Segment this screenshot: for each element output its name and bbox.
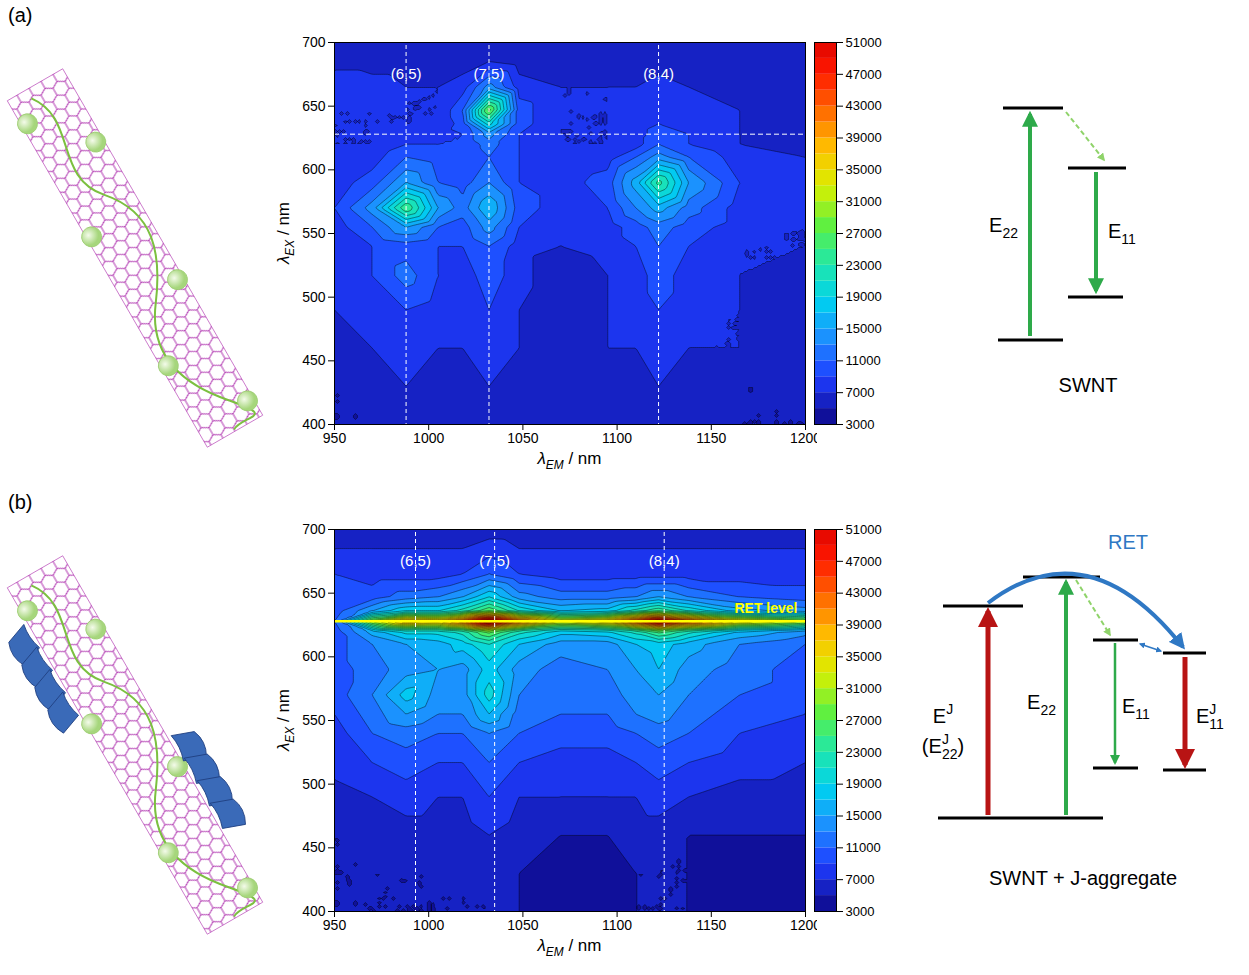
svg-text:(7,5): (7,5) xyxy=(474,65,505,82)
svg-text:15000: 15000 xyxy=(846,808,882,823)
svg-text:950: 950 xyxy=(323,430,347,446)
svg-text:500: 500 xyxy=(302,289,326,305)
svg-text:E22: E22 xyxy=(989,214,1018,241)
svg-text:E11: E11 xyxy=(1122,695,1150,722)
svg-text:11000: 11000 xyxy=(846,840,881,855)
svg-text:EJ11: EJ11 xyxy=(1196,701,1224,732)
svg-text:19000: 19000 xyxy=(846,776,882,791)
svg-text:43000: 43000 xyxy=(846,585,882,600)
svg-text:RET: RET xyxy=(1108,531,1148,553)
svg-text:47000: 47000 xyxy=(846,66,882,81)
svg-text:39000: 39000 xyxy=(846,130,882,145)
svg-text:950: 950 xyxy=(323,917,347,933)
svg-text:43000: 43000 xyxy=(846,98,882,113)
svg-text:(8,4): (8,4) xyxy=(643,65,674,82)
svg-text:650: 650 xyxy=(302,585,326,601)
svg-text:35000: 35000 xyxy=(846,649,882,664)
svg-text:1050: 1050 xyxy=(507,917,538,933)
svg-text:31000: 31000 xyxy=(846,681,882,696)
svg-text:450: 450 xyxy=(302,839,326,855)
svg-text:1100: 1100 xyxy=(602,430,632,446)
svg-text:1150: 1150 xyxy=(696,917,726,933)
svg-text:E11: E11 xyxy=(1108,220,1136,247)
svg-text:23000: 23000 xyxy=(846,257,882,272)
svg-text:EJ: EJ xyxy=(933,701,953,727)
svg-text:450: 450 xyxy=(302,352,326,368)
svg-text:7000: 7000 xyxy=(846,385,875,400)
svg-text:400: 400 xyxy=(302,903,326,919)
svg-text:1100: 1100 xyxy=(602,917,632,933)
svg-text:3000: 3000 xyxy=(846,904,875,919)
svg-text:SWNT: SWNT xyxy=(1059,374,1118,396)
svg-text:400: 400 xyxy=(302,416,326,432)
svg-text:51000: 51000 xyxy=(846,522,882,537)
svg-text:11000: 11000 xyxy=(846,353,881,368)
svg-text:(8,4): (8,4) xyxy=(649,552,680,569)
svg-text:E22: E22 xyxy=(1027,691,1056,718)
svg-text:1200: 1200 xyxy=(790,430,817,446)
svg-text:600: 600 xyxy=(302,648,326,664)
svg-text:47000: 47000 xyxy=(846,553,882,568)
svg-text:600: 600 xyxy=(302,161,326,177)
svg-text:19000: 19000 xyxy=(846,289,882,304)
html-text:(b): (b) xyxy=(8,491,33,513)
svg-text:23000: 23000 xyxy=(846,744,882,759)
svg-text:51000: 51000 xyxy=(846,35,882,50)
svg-text:35000: 35000 xyxy=(846,162,882,177)
svg-text:(EJ22): (EJ22) xyxy=(922,731,964,762)
svg-text:λEM / nm: λEM / nm xyxy=(536,936,601,957)
svg-text:3000: 3000 xyxy=(846,417,875,432)
svg-text:650: 650 xyxy=(302,98,326,114)
svg-text:31000: 31000 xyxy=(846,194,882,209)
svg-text:1000: 1000 xyxy=(413,917,444,933)
svg-text:7000: 7000 xyxy=(846,872,875,887)
svg-text:27000: 27000 xyxy=(846,226,882,241)
svg-text:(7,5): (7,5) xyxy=(479,552,510,569)
html-text:(a): (a) xyxy=(8,4,33,26)
svg-text:λEX / nm: λEX / nm xyxy=(274,202,297,265)
svg-text:27000: 27000 xyxy=(846,713,882,728)
svg-text:550: 550 xyxy=(302,712,326,728)
svg-text:700: 700 xyxy=(302,521,326,537)
svg-text:1200: 1200 xyxy=(790,917,817,933)
svg-text:SWNT + J-aggregate: SWNT + J-aggregate xyxy=(989,867,1177,889)
svg-text:1000: 1000 xyxy=(413,430,444,446)
svg-text:λEM / nm: λEM / nm xyxy=(536,449,601,470)
svg-text:RET level: RET level xyxy=(734,600,797,616)
svg-text:(6,5): (6,5) xyxy=(391,65,422,82)
svg-text:1150: 1150 xyxy=(696,430,726,446)
svg-text:39000: 39000 xyxy=(846,617,882,632)
svg-text:(6,5): (6,5) xyxy=(400,552,431,569)
svg-text:550: 550 xyxy=(302,225,326,241)
svg-text:500: 500 xyxy=(302,776,326,792)
svg-text:15000: 15000 xyxy=(846,321,882,336)
svg-text:λEX / nm: λEX / nm xyxy=(274,689,297,752)
svg-text:700: 700 xyxy=(302,34,326,50)
svg-text:1050: 1050 xyxy=(507,430,538,446)
